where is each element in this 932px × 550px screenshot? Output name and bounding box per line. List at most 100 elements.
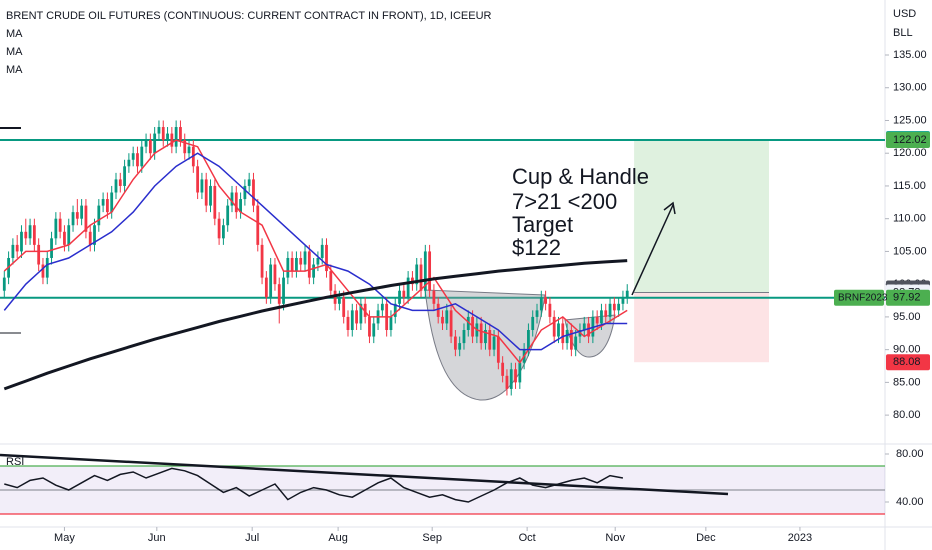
candle-body (161, 127, 165, 141)
candle-body (342, 297, 346, 317)
candle-body (453, 336, 457, 350)
candle-body (41, 264, 45, 278)
candle-body (325, 244, 328, 272)
candle-body (557, 323, 560, 337)
candle-body (518, 362, 522, 383)
candle-body (574, 336, 578, 350)
annotation-text: Target (512, 212, 573, 237)
candle-body (307, 251, 311, 278)
legend-entry: MA (6, 64, 23, 76)
y-tick-label: 120.00 (893, 147, 927, 159)
candle-body (372, 323, 376, 337)
candle-body (449, 310, 453, 337)
candle-body (264, 277, 268, 298)
price-tag-label: 97.92 (893, 292, 921, 304)
candle-body (621, 297, 625, 304)
candle-body (466, 316, 470, 330)
rsi-trendline (0, 453, 729, 496)
y-tick-label: 110.00 (893, 213, 926, 225)
candle-body (428, 251, 432, 291)
y-tick-label: 90.00 (893, 344, 921, 356)
candle-body (140, 146, 144, 167)
candle-body (350, 310, 354, 330)
candle-body (234, 192, 238, 213)
candle-body (595, 316, 599, 324)
x-tick-label: Jun (148, 532, 166, 544)
candle-body (509, 369, 513, 389)
candle-body (221, 225, 225, 239)
candle-body (20, 231, 23, 252)
candle-body (303, 251, 307, 265)
candle-body (295, 257, 298, 272)
candle-body (286, 257, 290, 278)
candle-body (239, 199, 242, 213)
candle-body (398, 290, 401, 304)
candle-body (93, 225, 96, 245)
candle-body (355, 310, 358, 324)
candle-body (213, 185, 217, 219)
candle-body (393, 303, 397, 317)
candle-body (316, 257, 320, 265)
candle-body (561, 323, 565, 344)
legend-entry: MA (6, 46, 23, 58)
candle-body (97, 205, 101, 226)
y-tick-label: 135.00 (893, 49, 927, 61)
candle-body (531, 316, 535, 330)
candle-body (260, 244, 264, 278)
candle-body (535, 310, 539, 317)
rsi-tick-label: 80.00 (896, 448, 924, 460)
candle-body (75, 212, 79, 219)
candle-body (419, 264, 423, 291)
y-tick-label: 85.00 (893, 376, 921, 388)
candle-body (209, 185, 212, 206)
candle-body (243, 185, 247, 200)
candle-body (320, 244, 324, 258)
candle-body (544, 297, 548, 304)
price-tag (886, 131, 930, 148)
unit-label: BLL (893, 27, 913, 39)
candle-body (54, 218, 58, 239)
candle-body (32, 225, 36, 245)
candle-body (527, 330, 530, 350)
candle-body (63, 231, 66, 245)
candle-body (488, 330, 492, 350)
candle-body (114, 179, 118, 193)
candle-body (625, 290, 629, 298)
candle-body (217, 218, 221, 239)
candle-body (539, 297, 543, 311)
currency-label: USD (893, 8, 916, 20)
annotation-text: $122 (512, 235, 561, 260)
candle-body (608, 303, 612, 317)
moving-average (3, 259, 628, 391)
rsi-label: RSI (6, 456, 24, 468)
candle-body (299, 257, 303, 265)
candle-body (445, 310, 449, 324)
candle-body (479, 323, 483, 344)
candle-body (88, 231, 92, 245)
candle-body (252, 179, 255, 206)
candle-body (552, 316, 556, 337)
candle-body (389, 316, 393, 330)
candle-body (368, 316, 371, 337)
price-tag-label: 88.08 (893, 356, 921, 368)
arrow (631, 201, 676, 296)
candle-body (204, 179, 208, 206)
candle-body (333, 290, 337, 304)
candle-body (337, 297, 341, 304)
candle-body (127, 159, 131, 167)
candle-body (359, 303, 363, 324)
candle-body (282, 277, 285, 304)
candle-body (496, 336, 500, 363)
candle-body (514, 369, 517, 383)
candle-body (50, 238, 53, 258)
y-tick-label: 125.00 (893, 114, 927, 126)
symbol-tag-label: BRNF2023 (838, 292, 888, 303)
candle-body (612, 303, 616, 311)
candle-body (569, 330, 573, 350)
candle-body (432, 290, 436, 304)
candle-body (131, 153, 135, 160)
rsi-tick-label: 40.00 (896, 496, 924, 508)
target-zone (634, 139, 770, 293)
candle-body (200, 179, 204, 193)
